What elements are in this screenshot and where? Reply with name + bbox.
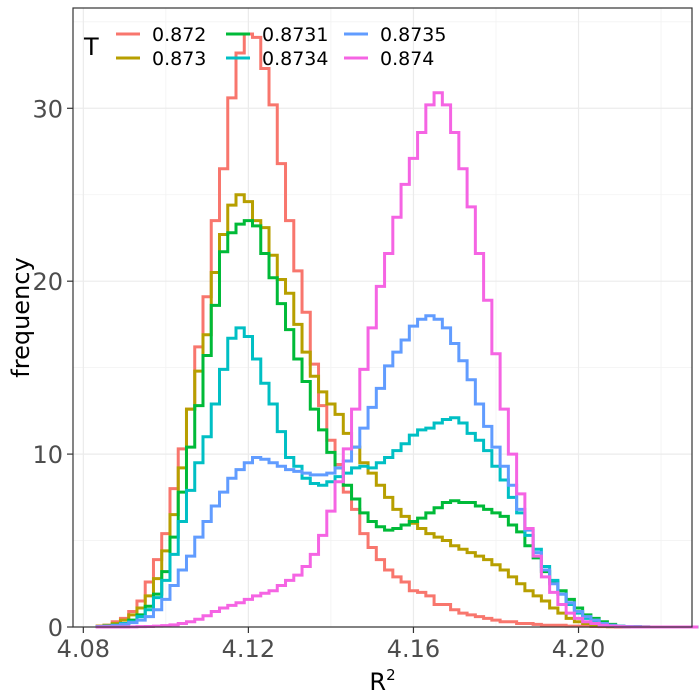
y-tick-label: 0	[48, 614, 63, 642]
series-line-0-872	[95, 32, 699, 629]
x-tick-label: 4.08	[57, 635, 110, 663]
minor-gridlines	[73, 8, 692, 627]
legend-title: T	[83, 33, 99, 61]
legend-label-0-8734: 0.8734	[262, 48, 328, 70]
y-axis-title: frequency	[7, 257, 35, 377]
series-line-0-8731	[95, 219, 699, 629]
x-axis-title-superscript: 2	[386, 666, 396, 684]
series-line-0-8735	[95, 314, 699, 629]
axis-ticks	[67, 107, 580, 633]
x-axis-title: R2	[369, 666, 395, 696]
y-tick-label: 10	[32, 441, 63, 469]
legend-label-0-874: 0.874	[380, 48, 434, 70]
x-axis-title-main: R	[369, 668, 386, 696]
x-tick-labels: 4.08 4.12 4.16 4.20	[57, 635, 606, 663]
y-tick-label: 30	[32, 95, 63, 123]
y-tick-labels: 0 10 20 30	[32, 95, 63, 642]
panel-border	[72, 7, 693, 628]
legend-label-0-8735: 0.8735	[380, 24, 446, 46]
legend-label-0-8731: 0.8731	[262, 24, 328, 46]
y-tick-label: 20	[32, 268, 63, 296]
series-lines	[95, 32, 699, 629]
legend-label-0-873: 0.873	[152, 48, 206, 70]
x-tick-label: 4.16	[387, 635, 440, 663]
series-line-0-874	[95, 91, 699, 629]
x-tick-label: 4.12	[222, 635, 275, 663]
legend-label-0-872: 0.872	[152, 24, 206, 46]
x-tick-label: 4.20	[552, 635, 605, 663]
